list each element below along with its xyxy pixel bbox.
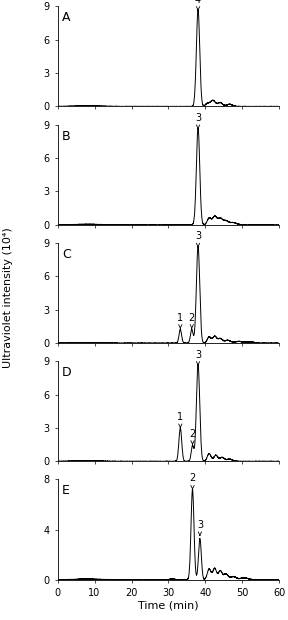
- Text: 1: 1: [177, 312, 183, 328]
- Text: C: C: [62, 248, 71, 261]
- Text: 2: 2: [189, 312, 195, 328]
- Text: 3: 3: [197, 520, 203, 536]
- Text: A: A: [62, 11, 71, 24]
- Text: 4: 4: [195, 0, 201, 11]
- Text: Ultraviolet intensity (10⁴): Ultraviolet intensity (10⁴): [3, 227, 13, 368]
- Text: D: D: [62, 366, 72, 379]
- Text: B: B: [62, 130, 71, 143]
- Text: 2: 2: [190, 428, 196, 445]
- Text: 1: 1: [177, 412, 183, 428]
- Text: 2: 2: [190, 474, 196, 489]
- Text: 3: 3: [195, 350, 201, 365]
- Text: 3: 3: [195, 113, 201, 128]
- Text: E: E: [62, 484, 70, 497]
- X-axis label: Time (min): Time (min): [138, 601, 199, 611]
- Text: 3: 3: [195, 231, 201, 247]
